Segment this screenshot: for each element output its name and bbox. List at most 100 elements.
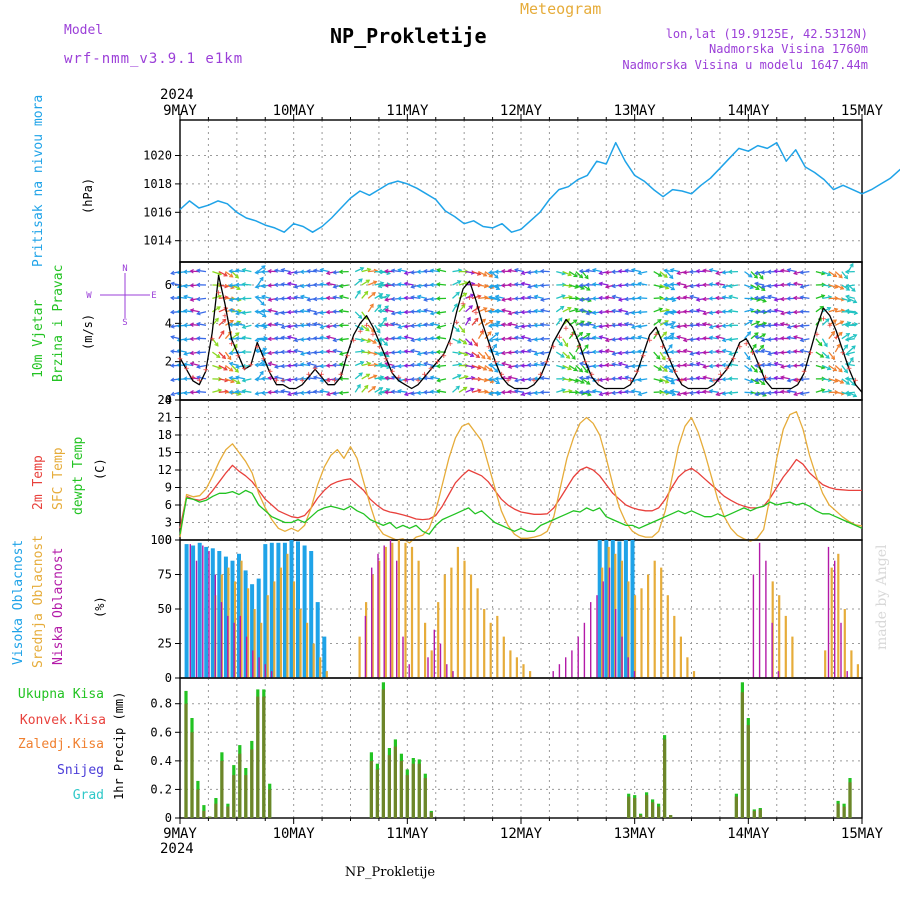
mid-cloud-bar [660, 567, 663, 678]
conv-precip-bar [405, 775, 409, 818]
wind-arrow-head [390, 296, 396, 302]
low-cloud-bar [227, 615, 229, 678]
wind-ytick-label: 0 [165, 393, 172, 407]
wind-arrow [212, 306, 221, 313]
mid-cloud-bar [384, 546, 387, 678]
wind-arrow-head [766, 308, 772, 314]
mid-cloud-bar [253, 609, 256, 678]
wind-arrow-head [286, 335, 292, 340]
wind-arrow-head [624, 364, 629, 369]
wind-arrow-head [533, 294, 539, 300]
wind-arrow-head [585, 336, 590, 341]
wind-arrow-head [487, 376, 493, 382]
mid-cloud-bar [247, 588, 250, 678]
wind-arrow [757, 284, 766, 291]
wind-arrow-head [260, 390, 266, 396]
wind-arrow-head [488, 337, 493, 343]
wind-arrow-head [760, 270, 765, 275]
wind-arrow-head [227, 355, 232, 361]
conv-precip-bar [226, 806, 230, 818]
wind-arrow-head [195, 389, 201, 395]
wind-arrow [605, 296, 615, 300]
wind-arrow-head [397, 296, 402, 301]
wind-arrow-head [762, 298, 767, 303]
wind-arrow [354, 324, 364, 331]
wind-arrow-head [230, 378, 235, 384]
low-cloud-bar [402, 636, 404, 678]
wind-arrow-head [702, 389, 707, 395]
conv-precip-bar [746, 725, 750, 818]
conv-precip-bar [262, 696, 266, 818]
wind-arrow [255, 296, 265, 300]
wind-arrow [478, 271, 487, 277]
wind-arrow-head [214, 317, 219, 322]
wind-arrow-head [760, 323, 765, 329]
wind-arrow [257, 371, 264, 380]
wind-arrow-head [312, 321, 318, 327]
wind-arrow [257, 337, 267, 340]
wind-arrow-head [728, 308, 733, 314]
wind-arrow-head [217, 294, 223, 299]
wind-arrow-head [494, 308, 499, 314]
wind-arrow-head [222, 318, 227, 323]
wind-arrow-head [520, 377, 525, 383]
wind-arrow [835, 391, 845, 395]
wind-gust-marker: + [190, 373, 196, 383]
wind-arrow-head [514, 324, 519, 330]
wind-arrow-head [702, 350, 707, 355]
high-cloud-bar [256, 578, 261, 678]
conv-precip-bar [657, 806, 661, 818]
high-cloud-bar [184, 544, 189, 678]
wind-arrow [638, 335, 648, 340]
wind-arrow-head [715, 391, 720, 397]
wind-arrow-head [237, 391, 242, 396]
wind-arrow [848, 297, 857, 303]
wind-arrow [452, 385, 460, 393]
wind-arrow [374, 324, 381, 333]
conv-precip-bar [758, 809, 762, 818]
wind-arrow-head [397, 282, 402, 287]
wind-arrow-head [403, 309, 408, 315]
wind-arrow [471, 389, 481, 393]
wind-gust-marker: + [647, 336, 653, 346]
wind-arrow [750, 365, 758, 373]
mid-cloud-bar [686, 657, 689, 678]
wind-arrow [471, 270, 481, 276]
wind-arrow [750, 321, 760, 326]
wind-arrow-head [767, 362, 772, 367]
year-top: 2024 [160, 87, 194, 103]
wind-arrow-head [455, 291, 460, 296]
mid-cloud-bar [279, 567, 282, 678]
wind-arrow-head [853, 310, 859, 316]
wind-arrow-head [332, 270, 337, 275]
wind-arrow-head [682, 348, 688, 354]
temp-ytick-label: 12 [158, 463, 172, 477]
wind-gust-marker: + [653, 330, 659, 340]
wind-arrow-head [695, 361, 701, 367]
high-cloud-bar [630, 540, 635, 678]
high-cloud-bar [309, 551, 314, 678]
wind-arrow-head [195, 282, 201, 288]
wind-arrow [787, 283, 797, 286]
wind-arrow-head [235, 375, 240, 380]
wind-arrow-head [260, 283, 266, 289]
wind-arrow [514, 283, 524, 286]
wind-arrow-head [390, 364, 396, 369]
cloud-ytick-label: 100 [150, 533, 172, 547]
wind-arrow [835, 284, 844, 290]
wind-arrow-head [715, 281, 720, 287]
wind-arrow-head [676, 309, 681, 315]
wind-arrow-head [332, 295, 337, 300]
wind-arrow [391, 323, 401, 326]
wind-arrow-head [435, 296, 441, 301]
wind-arrow [767, 310, 777, 313]
wind-arrow [437, 324, 447, 329]
wind-arrow-head [721, 391, 727, 396]
wind-arrow-head [799, 309, 804, 314]
wind-arrow [653, 307, 663, 313]
wind-arrow-head [578, 274, 584, 279]
wind-arrow [744, 364, 753, 372]
low-cloud-bar [252, 650, 254, 678]
wind-arrow-head [714, 363, 720, 368]
wind-arrow-head [241, 296, 246, 301]
